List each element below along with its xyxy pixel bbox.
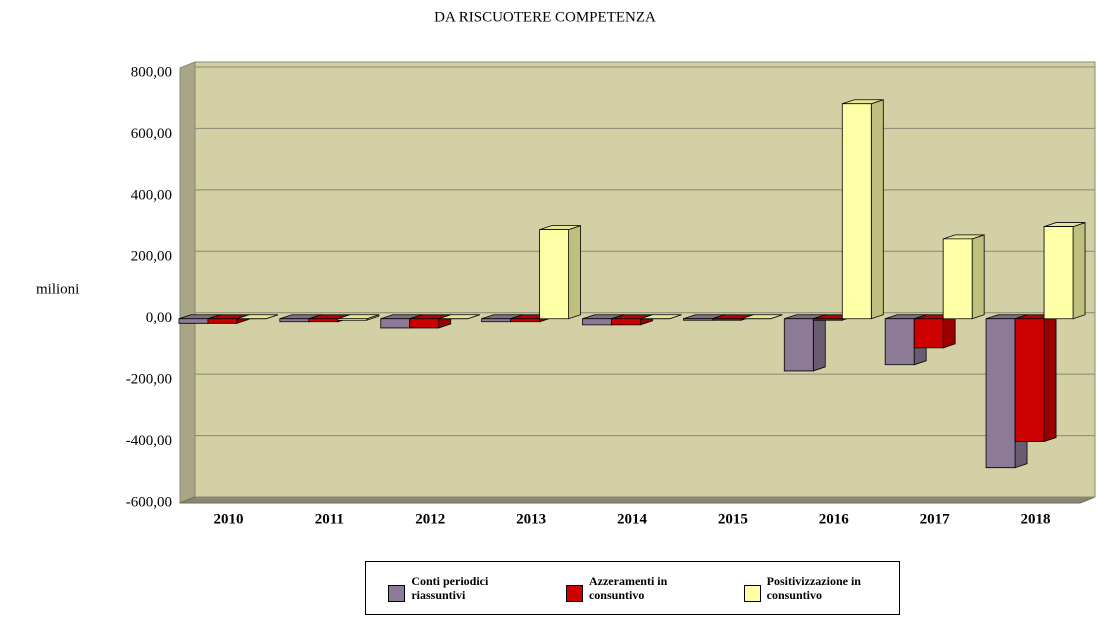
y-tick-label: 200,00 [131, 249, 172, 265]
y-tick-label: 400,00 [131, 187, 172, 203]
bar [783, 314, 826, 372]
bar [841, 99, 884, 320]
bar-face [841, 103, 872, 320]
bar-face [1072, 222, 1086, 320]
y-tick-label: -200,00 [126, 372, 172, 388]
legend-item: Conti periodici riassuntivi [388, 574, 521, 602]
bar-face [279, 318, 310, 323]
bar [438, 314, 480, 320]
bar-face [1014, 318, 1045, 442]
bar-face [1043, 314, 1057, 443]
bar [236, 314, 279, 320]
bar [942, 234, 985, 320]
y-axis-label: milioni [36, 281, 79, 297]
bar [1014, 314, 1057, 443]
bar-face [568, 225, 582, 320]
legend-swatch [743, 585, 761, 602]
bar-face [611, 318, 641, 326]
y-tick-label: 0,00 [146, 310, 172, 326]
legend-item: Positivizzazione in consuntivo [743, 574, 877, 602]
legend: Conti periodici riassuntivi Azzeramenti i… [365, 561, 900, 615]
y-tick-label: 800,00 [131, 64, 172, 80]
bar-face [971, 234, 985, 320]
bar-face [870, 99, 884, 320]
legend-label: Conti periodici riassuntivi [411, 574, 489, 602]
bar-face [942, 238, 973, 320]
bar-face [582, 318, 612, 326]
legend-label: Azzeramenti in consuntivo [588, 574, 668, 602]
bar-face [783, 318, 814, 372]
bar-face [913, 318, 944, 349]
x-tick-label: 2013 [516, 511, 546, 527]
bar-face [539, 229, 570, 320]
bar [741, 314, 783, 320]
bar-face [380, 318, 411, 329]
bar [337, 314, 380, 321]
y-tick-label: 600,00 [131, 126, 172, 142]
x-tick-label: 2017 [920, 511, 951, 527]
x-tick-label: 2014 [617, 511, 648, 527]
bar-face [510, 318, 541, 323]
bar [640, 314, 682, 320]
x-tick-label: 2018 [1021, 511, 1051, 527]
bar-face [985, 318, 1016, 469]
bar-face [682, 318, 713, 321]
x-tick-label: 2012 [415, 511, 445, 527]
chart-title: DA RISCUOTERE COMPETENZA [434, 9, 656, 25]
bar [539, 225, 582, 320]
bar-face [812, 318, 843, 321]
bar-face [178, 318, 209, 324]
floor [179, 496, 1096, 504]
x-tick-label: 2016 [819, 511, 850, 527]
left-wall [179, 61, 196, 504]
x-tick-label: 2015 [718, 511, 748, 527]
y-tick-label: -600,00 [126, 494, 172, 510]
y-tick-label: -400,00 [126, 433, 172, 449]
bar-face [884, 318, 915, 366]
legend-swatch [388, 585, 406, 602]
bar-face [409, 318, 440, 329]
bar-face [308, 318, 339, 323]
bar-face [207, 318, 238, 324]
bar-face [942, 314, 956, 349]
legend-item: Azzeramenti in consuntivo [565, 574, 699, 602]
bar [913, 314, 956, 349]
bar-face [711, 318, 742, 321]
bar-face [337, 318, 368, 321]
legend-swatch [565, 585, 583, 602]
bar-face [481, 318, 512, 323]
x-tick-label: 2010 [213, 511, 243, 527]
bar-face [1043, 226, 1074, 320]
x-tick-label: 2011 [315, 511, 344, 527]
bar-face [812, 314, 826, 372]
bar [1043, 222, 1086, 320]
bar [611, 314, 653, 326]
legend-label: Positivizzazione in consuntivo [766, 574, 861, 602]
